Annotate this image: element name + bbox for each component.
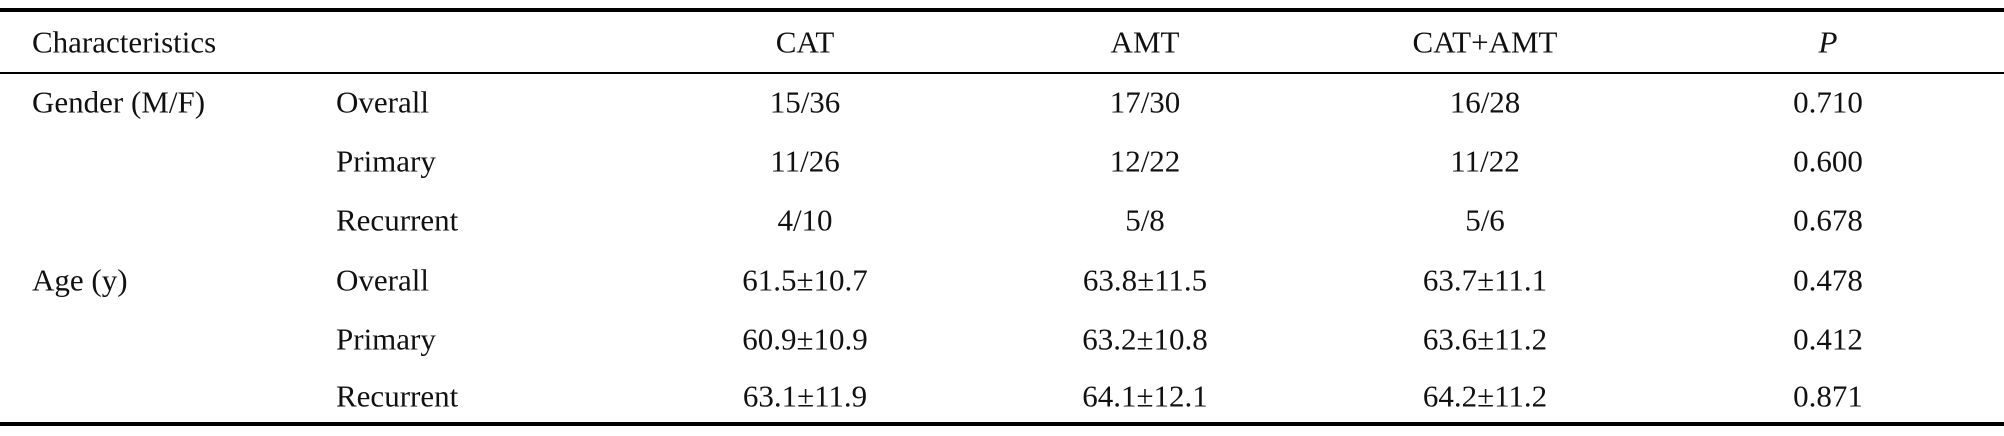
row-subgroup: Primary	[336, 143, 436, 179]
header-cell: P	[1818, 24, 1838, 60]
table-cell: 63.6±11.2	[1422, 321, 1548, 357]
table-cell: 17/30	[1109, 84, 1181, 120]
table-cell: 64.2±11.2	[1422, 378, 1548, 414]
header-cell: AMT	[1110, 24, 1180, 60]
table-cell: 63.7±11.1	[1422, 262, 1548, 298]
table-cell: 0.710	[1793, 84, 1863, 120]
table-cell: 0.412	[1793, 321, 1863, 357]
top-rule	[0, 8, 2004, 12]
table-cell: 0.600	[1793, 143, 1863, 179]
row-subgroup: Recurrent	[336, 202, 459, 238]
header-cell: Characteristics	[32, 24, 217, 60]
row-group: Age (y)	[32, 262, 128, 298]
table-cell: 4/10	[777, 202, 833, 238]
table-cell: 63.2±10.8	[1082, 321, 1208, 357]
table-cell: 12/22	[1109, 143, 1181, 179]
row-subgroup: Overall	[336, 262, 429, 298]
table-cell: 5/8	[1125, 202, 1165, 238]
table-cell: 0.678	[1793, 202, 1863, 238]
row-subgroup: Primary	[336, 321, 436, 357]
row-subgroup: Overall	[336, 84, 429, 120]
bottom-rule	[0, 422, 2004, 426]
table-cell: 61.5±10.7	[742, 262, 868, 298]
table-cell: 63.8±11.5	[1082, 262, 1208, 298]
table-cell: 16/28	[1449, 84, 1521, 120]
row-subgroup: Recurrent	[336, 378, 459, 414]
table-cell: 63.1±11.9	[742, 378, 868, 414]
table-cell: 11/22	[1450, 143, 1520, 179]
table-cell: 60.9±10.9	[742, 321, 868, 357]
table-cell: 64.1±12.1	[1082, 378, 1208, 414]
table-cell: 11/26	[770, 143, 840, 179]
header-cell: CAT+AMT	[1412, 24, 1558, 60]
table-cell: 15/36	[769, 84, 841, 120]
row-group: Gender (M/F)	[32, 84, 206, 120]
header-cell: CAT	[775, 24, 835, 60]
header-rule	[0, 72, 2004, 74]
table-cell: 0.478	[1793, 262, 1863, 298]
table-cell: 5/6	[1465, 202, 1505, 238]
table-cell: 0.871	[1793, 378, 1863, 414]
